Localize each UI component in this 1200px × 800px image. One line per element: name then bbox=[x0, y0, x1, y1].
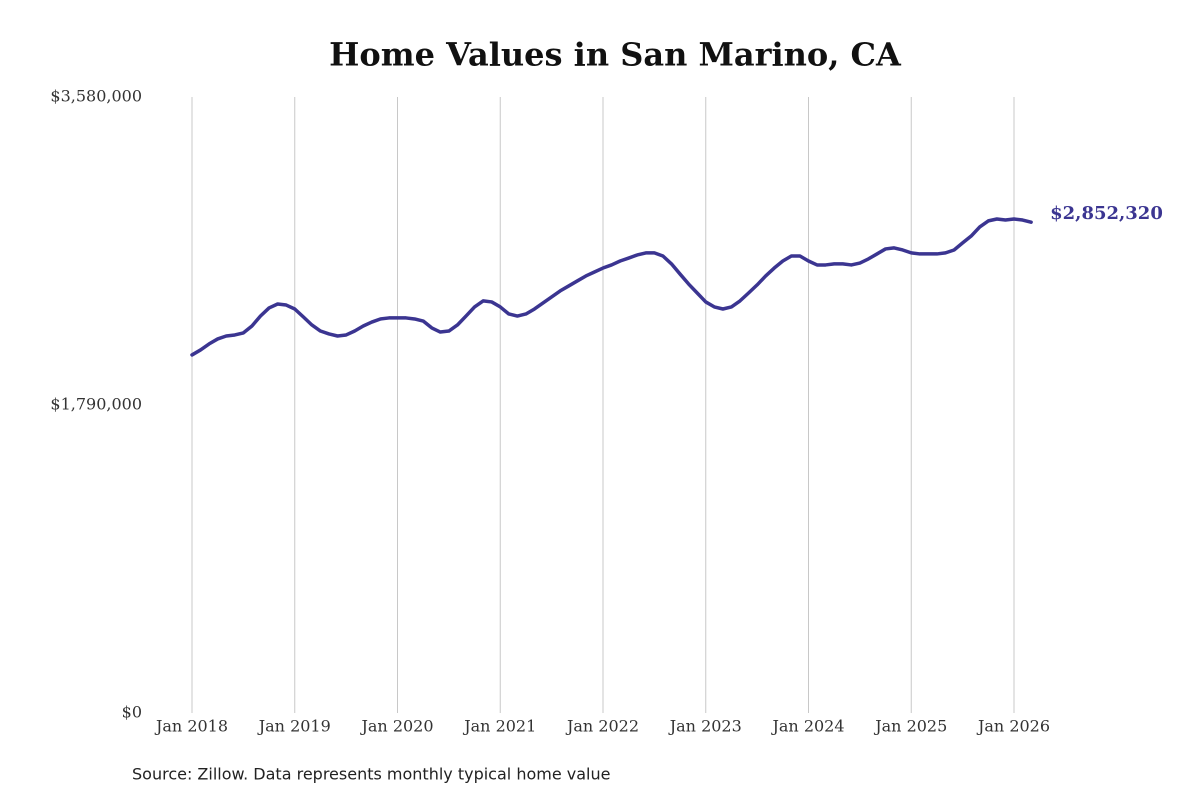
x-tick-label: Jan 2019 bbox=[257, 717, 331, 736]
x-tick-label: Jan 2026 bbox=[976, 717, 1050, 736]
chart-title: Home Values in San Marino, CA bbox=[329, 36, 902, 74]
y-tick-label: $3,580,000 bbox=[50, 87, 142, 106]
x-tick-label: Jan 2024 bbox=[770, 717, 844, 736]
x-tick-label: Jan 2025 bbox=[873, 717, 947, 736]
source-note: Source: Zillow. Data represents monthly … bbox=[132, 765, 610, 784]
end-value-label: $2,852,320 bbox=[1050, 203, 1163, 224]
y-tick-label: $1,790,000 bbox=[50, 395, 142, 414]
y-tick-label: $0 bbox=[122, 703, 142, 722]
x-tick-label: Jan 2023 bbox=[668, 717, 742, 736]
x-tick-label: Jan 2021 bbox=[462, 717, 536, 736]
x-tick-label: Jan 2022 bbox=[565, 717, 639, 736]
x-tick-label: Jan 2020 bbox=[359, 717, 433, 736]
x-tick-label: Jan 2018 bbox=[154, 717, 228, 736]
data-line bbox=[190, 217, 1033, 357]
